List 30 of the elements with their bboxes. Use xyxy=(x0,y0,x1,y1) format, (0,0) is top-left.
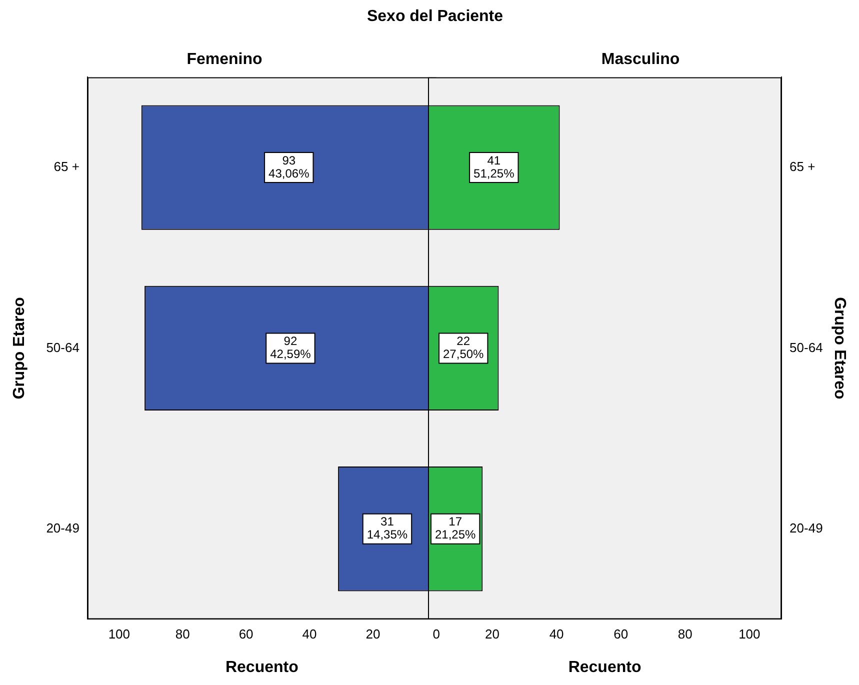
x-tick-label: 100 xyxy=(738,626,760,642)
x-tick-label: 60 xyxy=(614,626,628,642)
data-label: 17 21,25% xyxy=(434,514,476,542)
data-label: 31 14,35% xyxy=(366,514,408,542)
data-label: 92 42,59% xyxy=(270,334,312,362)
chart-title: Sexo del Paciente xyxy=(366,8,504,26)
x-tick-label: 80 xyxy=(175,626,190,642)
y-tick-label: 50-64 xyxy=(46,340,80,355)
y-tick-label: 65 + xyxy=(54,159,80,174)
x-tick-label: 20 xyxy=(366,626,380,642)
x-tick-label: 20 xyxy=(485,626,500,642)
y-axis-title: Grupo Etareo xyxy=(830,297,848,400)
x-tick-label: 40 xyxy=(549,626,564,642)
x-axis-title: Recuento xyxy=(225,658,299,676)
x-tick-label: 60 xyxy=(238,626,254,642)
data-label: 93 43,06% xyxy=(268,153,310,180)
y-tick-label: 20-49 xyxy=(790,520,823,536)
y-tick-label: 20-49 xyxy=(46,520,80,536)
chart-subtitle: Masculino xyxy=(601,51,680,68)
data-label: 22 27,50% xyxy=(443,334,484,362)
y-axis-title: Grupo Etareo xyxy=(11,296,28,400)
x-axis-title: Recuento xyxy=(568,658,642,676)
x-tick-label: 100 xyxy=(108,626,130,642)
x-tick-label: 0 xyxy=(432,626,440,642)
x-tick-label: 80 xyxy=(678,626,692,642)
x-tick-label: 40 xyxy=(302,626,317,642)
y-tick-label: 65 + xyxy=(790,159,816,174)
data-label: 41 51,25% xyxy=(474,153,515,180)
y-tick-label: 50-64 xyxy=(790,340,823,355)
chart-subtitle: Femenino xyxy=(186,51,263,68)
